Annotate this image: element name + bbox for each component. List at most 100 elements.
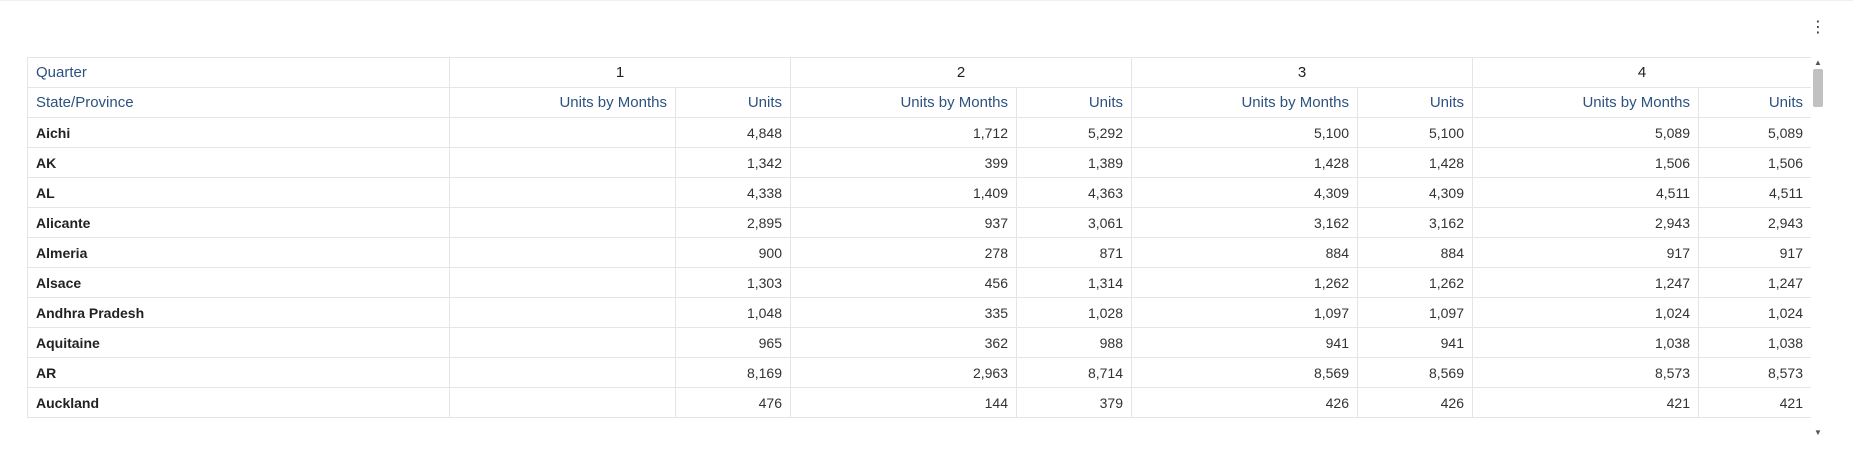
more-options-button[interactable]: ⋮ — [1808, 18, 1828, 38]
units-header[interactable]: Units — [1698, 87, 1811, 118]
value-cell — [449, 357, 676, 388]
value-cell: 5,089 — [1472, 117, 1699, 148]
value-cell: 5,100 — [1131, 117, 1358, 148]
value-cell — [449, 387, 676, 418]
value-cell: 1,247 — [1698, 267, 1811, 298]
value-cell — [449, 297, 676, 328]
value-cell: 941 — [1357, 327, 1473, 358]
state-cell[interactable]: Andhra Pradesh — [27, 297, 450, 328]
value-cell: 1,097 — [1131, 297, 1358, 328]
table-row: Andhra Pradesh 1,048 335 1,028 1,097 1,097 1,0… — [27, 297, 1811, 328]
quarter-header[interactable]: 1 — [449, 57, 791, 88]
value-cell: 4,363 — [1016, 177, 1132, 208]
value-cell: 2,943 — [1698, 207, 1811, 238]
scrollbar-thumb[interactable] — [1813, 69, 1823, 107]
value-cell: 965 — [675, 327, 791, 358]
value-cell: 1,028 — [1016, 297, 1132, 328]
value-cell: 917 — [1472, 237, 1699, 268]
pivot-table: Quarter 1 2 3 4 State/Province Units by … — [27, 57, 1811, 418]
value-cell: 8,169 — [675, 357, 791, 388]
value-cell: 1,247 — [1472, 267, 1699, 298]
units-header[interactable]: Units — [1357, 87, 1473, 118]
value-cell: 476 — [675, 387, 791, 418]
value-cell: 1,428 — [1131, 147, 1358, 178]
units-header[interactable]: Units — [1016, 87, 1132, 118]
value-cell: 1,038 — [1472, 327, 1699, 358]
value-cell: 4,848 — [675, 117, 791, 148]
vertical-scrollbar[interactable]: ▲ ▼ — [1811, 57, 1825, 437]
quarter-header[interactable]: 3 — [1131, 57, 1473, 88]
value-cell: 1,712 — [790, 117, 1017, 148]
value-cell: 1,506 — [1472, 147, 1699, 178]
state-cell[interactable]: Alsace — [27, 267, 450, 298]
quarter-header[interactable]: 4 — [1472, 57, 1811, 88]
value-cell: 1,314 — [1016, 267, 1132, 298]
value-cell: 2,963 — [790, 357, 1017, 388]
table-row: AR 8,169 2,963 8,714 8,569 8,569 8,573 8,573 — [27, 357, 1811, 388]
state-cell[interactable]: Almeria — [27, 237, 450, 268]
quarter-header-row: Quarter 1 2 3 4 — [27, 57, 1811, 88]
value-cell: 278 — [790, 237, 1017, 268]
value-cell — [449, 117, 676, 148]
value-cell: 1,048 — [675, 297, 791, 328]
units-by-months-header[interactable]: Units by Months — [449, 87, 676, 118]
units-by-months-header[interactable]: Units by Months — [790, 87, 1017, 118]
units-header[interactable]: Units — [675, 87, 791, 118]
table-row: AK 1,342 399 1,389 1,428 1,428 1,506 1,506 — [27, 147, 1811, 178]
state-province-header[interactable]: State/Province — [27, 87, 450, 118]
state-cell[interactable]: AL — [27, 177, 450, 208]
value-cell: 335 — [790, 297, 1017, 328]
value-cell: 1,389 — [1016, 147, 1132, 178]
more-vert-icon: ⋮ — [1810, 19, 1826, 36]
value-cell: 2,943 — [1472, 207, 1699, 238]
value-cell — [449, 237, 676, 268]
scroll-up-arrow-icon[interactable]: ▲ — [1814, 57, 1822, 67]
value-cell: 1,506 — [1698, 147, 1811, 178]
value-cell: 1,409 — [790, 177, 1017, 208]
value-cell: 900 — [675, 237, 791, 268]
value-cell: 8,573 — [1472, 357, 1699, 388]
quarter-row-header[interactable]: Quarter — [27, 57, 450, 88]
value-cell: 3,061 — [1016, 207, 1132, 238]
value-cell: 4,511 — [1472, 177, 1699, 208]
state-cell[interactable]: AR — [27, 357, 450, 388]
state-cell[interactable]: Auckland — [27, 387, 450, 418]
units-by-months-header[interactable]: Units by Months — [1472, 87, 1699, 118]
scroll-down-arrow-icon[interactable]: ▼ — [1814, 427, 1822, 437]
state-cell[interactable]: Aquitaine — [27, 327, 450, 358]
value-cell: 871 — [1016, 237, 1132, 268]
value-cell: 421 — [1472, 387, 1699, 418]
value-cell: 426 — [1357, 387, 1473, 418]
value-cell — [449, 267, 676, 298]
table-row: AL 4,338 1,409 4,363 4,309 4,309 4,511 4,511 — [27, 177, 1811, 208]
value-cell: 4,309 — [1131, 177, 1358, 208]
value-cell: 4,309 — [1357, 177, 1473, 208]
value-cell: 1,024 — [1472, 297, 1699, 328]
value-cell — [449, 327, 676, 358]
value-cell: 3,162 — [1131, 207, 1358, 238]
state-cell[interactable]: Alicante — [27, 207, 450, 238]
table-row: Auckland 476 144 379 426 426 421 421 — [27, 387, 1811, 418]
value-cell: 917 — [1698, 237, 1811, 268]
value-cell: 5,100 — [1357, 117, 1473, 148]
value-cell: 379 — [1016, 387, 1132, 418]
value-cell: 8,569 — [1357, 357, 1473, 388]
pivot-table-container: Quarter 1 2 3 4 State/Province Units by … — [27, 57, 1811, 449]
value-cell: 8,569 — [1131, 357, 1358, 388]
value-cell: 1,038 — [1698, 327, 1811, 358]
value-cell — [449, 207, 676, 238]
value-cell: 5,089 — [1698, 117, 1811, 148]
table-row: Alsace 1,303 456 1,314 1,262 1,262 1,247 1,247 — [27, 267, 1811, 298]
value-cell: 362 — [790, 327, 1017, 358]
column-header-row: State/Province Units by Months Units Uni… — [27, 87, 1811, 118]
state-cell[interactable]: Aichi — [27, 117, 450, 148]
state-cell[interactable]: AK — [27, 147, 450, 178]
value-cell: 5,292 — [1016, 117, 1132, 148]
value-cell: 1,262 — [1131, 267, 1358, 298]
quarter-header[interactable]: 2 — [790, 57, 1132, 88]
units-by-months-header[interactable]: Units by Months — [1131, 87, 1358, 118]
value-cell: 3,162 — [1357, 207, 1473, 238]
value-cell — [449, 147, 676, 178]
value-cell: 144 — [790, 387, 1017, 418]
table-row: Alicante 2,895 937 3,061 3,162 3,162 2,943 2,94… — [27, 207, 1811, 238]
